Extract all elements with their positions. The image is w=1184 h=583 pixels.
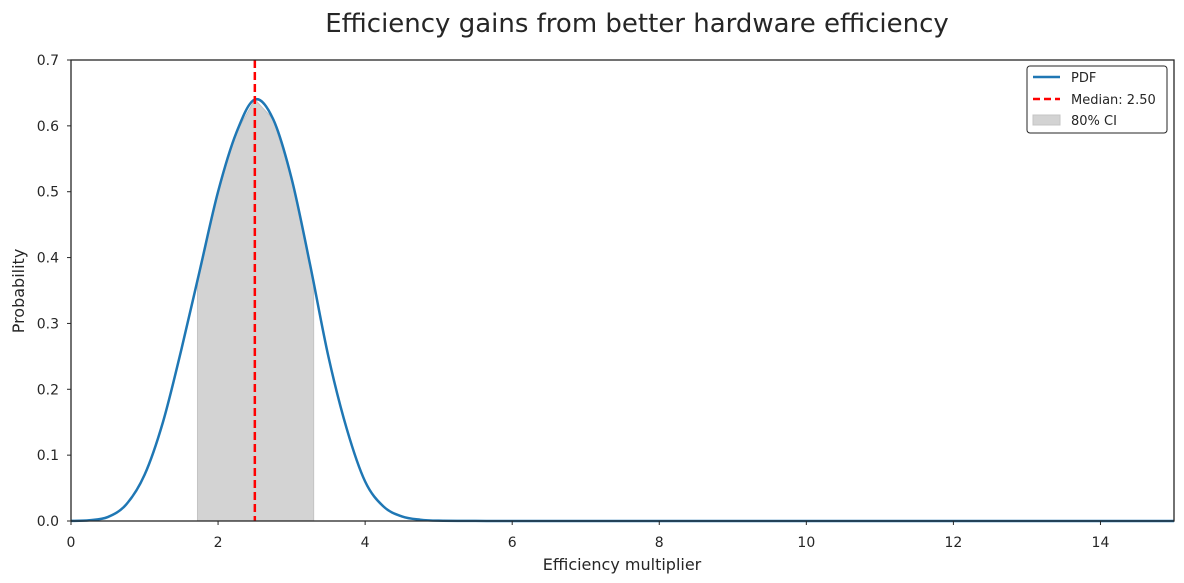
y-tick-label: 0.6 xyxy=(37,119,59,135)
x-tick-label: 12 xyxy=(944,535,962,551)
legend-median-label: Median: 2.50 xyxy=(1071,93,1156,108)
legend-ci-label: 80% CI xyxy=(1071,114,1117,129)
legend-box xyxy=(1026,65,1168,134)
y-tick-label: 0.3 xyxy=(37,316,59,332)
legend-ci-swatch xyxy=(1032,114,1061,126)
x-tick-label: 10 xyxy=(797,535,815,551)
plot-frame xyxy=(70,59,1175,522)
plot-area xyxy=(70,60,1174,523)
y-tick-label: 0.7 xyxy=(37,53,59,69)
x-axis-label: Efficiency multiplier xyxy=(543,555,702,574)
y-axis-label: Probability xyxy=(9,249,28,334)
y-tick-label: 0.5 xyxy=(37,185,59,201)
x-tick-label: 0 xyxy=(67,535,76,551)
x-tick-label: 6 xyxy=(508,535,517,551)
y-tick-label: 0.4 xyxy=(37,251,59,267)
y-tick-label: 0.0 xyxy=(37,514,59,530)
x-tick-label: 14 xyxy=(1092,535,1110,551)
x-tick-label: 8 xyxy=(655,535,664,551)
x-tick-label: 4 xyxy=(361,535,370,551)
axis-ticks: 0 2 4 6 8 10 12 14 0.0 0.1 0.2 0.3 0.4 0.5 0.6 0.7 xyxy=(37,53,1110,551)
y-tick-label: 0.2 xyxy=(37,382,59,398)
chart-title: Efficiency gains from better hardware ef… xyxy=(325,9,949,39)
x-tick-label: 2 xyxy=(214,535,223,551)
y-tick-label: 0.1 xyxy=(37,448,59,464)
legend: PDF Median: 2.50 80% CI xyxy=(1026,65,1168,134)
legend-pdf-label: PDF xyxy=(1071,71,1096,86)
